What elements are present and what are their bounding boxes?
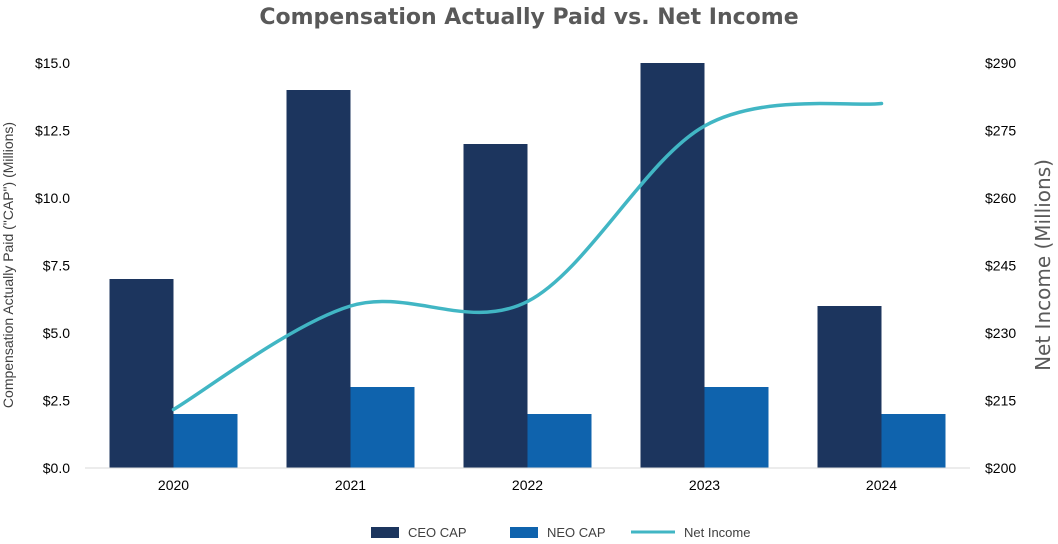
y-tick-label: $0.0 bbox=[43, 460, 70, 476]
y2-tick-label: $260 bbox=[985, 190, 1016, 206]
y-axis-ticks: $0.0 $2.5 $5.0 $7.5 $10.0 $12.5 $15.0 bbox=[35, 55, 70, 476]
legend-label-net-income: Net Income bbox=[684, 525, 750, 540]
y2-tick-label: $275 bbox=[985, 123, 1016, 139]
y-tick-label: $12.5 bbox=[35, 123, 70, 139]
neo-cap-bar bbox=[173, 414, 238, 468]
legend: CEO CAP NEO CAP Net Income bbox=[371, 525, 750, 540]
bars bbox=[109, 63, 946, 468]
y-tick-label: $15.0 bbox=[35, 55, 70, 71]
x-tick-label: 2020 bbox=[158, 477, 189, 493]
ceo-cap-bar bbox=[640, 63, 705, 468]
y-tick-label: $7.5 bbox=[43, 258, 70, 274]
y-tick-label: $10.0 bbox=[35, 190, 70, 206]
neo-cap-bar bbox=[704, 387, 769, 468]
y-tick-label: $5.0 bbox=[43, 325, 70, 341]
ceo-cap-bar bbox=[286, 90, 351, 468]
ceo-cap-bar bbox=[817, 306, 882, 468]
neo-cap-bar bbox=[527, 414, 592, 468]
y2-tick-label: $245 bbox=[985, 258, 1016, 274]
y2-tick-label: $290 bbox=[985, 55, 1016, 71]
y2-axis-ticks: $200 $215 $230 $245 $260 $275 $290 bbox=[985, 55, 1016, 476]
legend-label-ceo-cap: CEO CAP bbox=[408, 525, 467, 540]
ceo-cap-bar bbox=[109, 279, 174, 468]
x-tick-label: 2023 bbox=[689, 477, 720, 493]
legend-label-neo-cap: NEO CAP bbox=[547, 525, 606, 540]
legend-swatch-ceo-cap bbox=[371, 527, 399, 538]
neo-cap-bar bbox=[881, 414, 946, 468]
x-axis-ticks: 2020 2021 2022 2023 2024 bbox=[158, 477, 897, 493]
chart-title: Compensation Actually Paid vs. Net Incom… bbox=[259, 5, 798, 30]
neo-cap-bar bbox=[350, 387, 415, 468]
x-tick-label: 2024 bbox=[866, 477, 897, 493]
y-axis-label: Compensation Actually Paid ("CAP") (Mill… bbox=[0, 122, 16, 408]
legend-swatch-neo-cap bbox=[510, 527, 538, 538]
x-tick-label: 2021 bbox=[335, 477, 366, 493]
y2-tick-label: $230 bbox=[985, 325, 1016, 341]
x-tick-label: 2022 bbox=[512, 477, 543, 493]
y-tick-label: $2.5 bbox=[43, 393, 70, 409]
y2-tick-label: $200 bbox=[985, 460, 1016, 476]
y2-axis-label: Net Income (Millions) bbox=[1031, 159, 1055, 371]
y2-tick-label: $215 bbox=[985, 393, 1016, 409]
net-income-line bbox=[171, 101, 884, 412]
